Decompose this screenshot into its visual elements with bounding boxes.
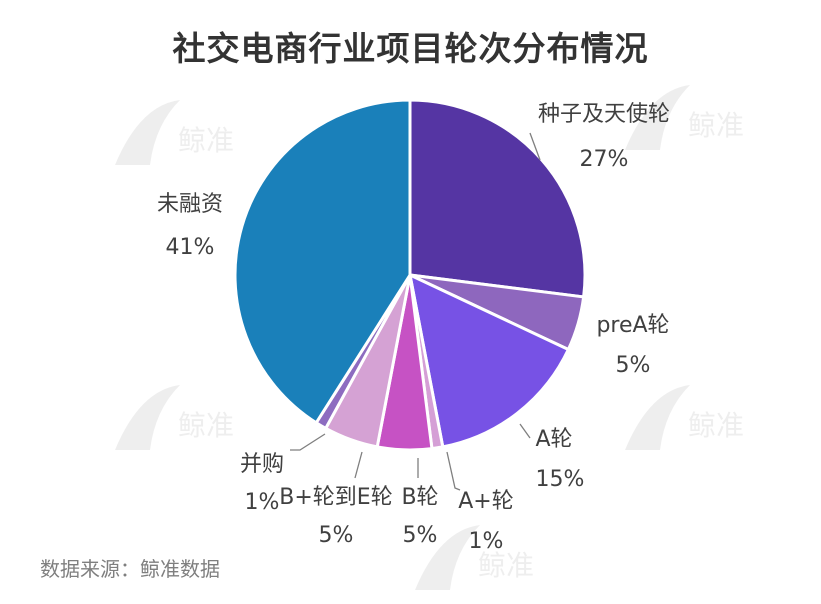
slice-value-label: 15% <box>536 467 585 492</box>
source-note: 数据来源：鲸准数据 <box>40 557 220 581</box>
chart-title: 社交电商行业项目轮次分布情况 <box>172 29 649 68</box>
pie-slices <box>233 98 587 452</box>
slice-label: A轮 <box>535 427 572 452</box>
pie-slice <box>408 273 570 449</box>
slice-label: preA轮 <box>596 313 669 338</box>
slice-label: 并购 <box>240 452 284 477</box>
slice-value-label: 5% <box>319 523 354 548</box>
leader-line <box>446 451 461 491</box>
leader-line <box>519 423 531 439</box>
watermark-text: 鲸准 <box>178 124 234 157</box>
watermark-logo: 鲸准 <box>110 380 240 464</box>
leader-line <box>354 451 363 479</box>
slice-label: A+轮 <box>458 489 513 514</box>
slice-label: 种子及天使轮 <box>538 102 670 127</box>
watermark-text: 鲸准 <box>688 409 744 442</box>
slice-value-label: 27% <box>580 147 629 172</box>
watermark-text: 鲸准 <box>478 549 534 582</box>
watermark-logo: 鲸准 <box>620 80 750 164</box>
slice-label: B轮 <box>401 485 438 510</box>
slice-labels: 种子及天使轮 27% preA轮 5% A轮 15% A+轮 1% B轮 5% B+轮到E轮 5% 并购… <box>157 102 670 554</box>
watermark-logo: 鲸准 <box>620 380 750 464</box>
slice-value-label: 1% <box>469 529 504 554</box>
slice-label: B+轮到E轮 <box>279 485 392 510</box>
slice-value-label: 41% <box>166 235 215 260</box>
slice-value-label: 5% <box>403 523 438 548</box>
watermark-logo: 鲸准 <box>410 520 540 604</box>
watermark-text: 鲸准 <box>178 409 234 442</box>
watermark-logo: 鲸准 <box>110 95 240 179</box>
pie-slice <box>408 98 587 299</box>
leader-line <box>529 132 541 161</box>
slice-value-label: 5% <box>616 353 651 378</box>
slice-value-label: 1% <box>245 490 280 515</box>
leader-lines <box>290 132 541 491</box>
slice-label: 未融资 <box>157 192 223 217</box>
leader-line <box>290 433 326 451</box>
pie-slice <box>233 98 412 425</box>
watermark-text: 鲸准 <box>688 109 744 142</box>
